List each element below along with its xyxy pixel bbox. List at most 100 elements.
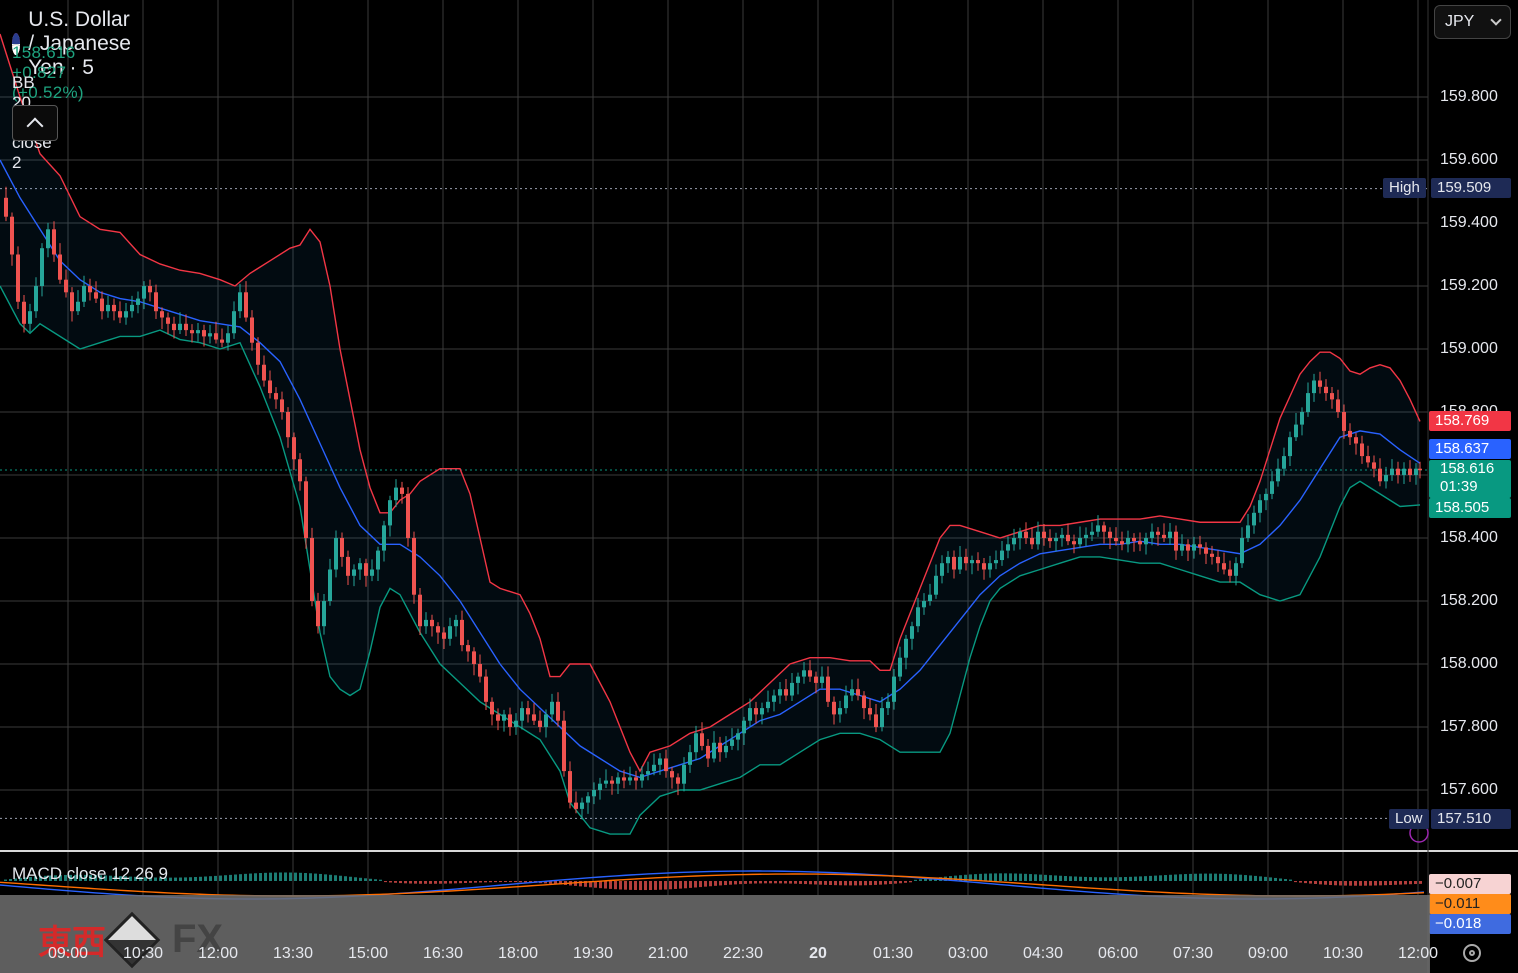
- logo-chinese-text: 東西: [38, 923, 106, 963]
- candle-body: [226, 333, 230, 343]
- candle-body: [772, 695, 776, 702]
- price-axis-label: 158.200: [1440, 592, 1498, 609]
- macd-histogram-bar: [89, 874, 92, 881]
- macd-histogram-bar: [854, 881, 857, 886]
- candle-body: [544, 714, 548, 727]
- time-axis-label: 13:30: [272, 945, 314, 962]
- macd-histogram-bar: [749, 881, 752, 884]
- macd-histogram-bar: [94, 875, 97, 881]
- candle-body: [1018, 531, 1022, 538]
- candle-body: [1390, 468, 1394, 475]
- candle-body: [916, 607, 920, 627]
- candle-body: [334, 538, 338, 570]
- candle-body: [268, 380, 272, 394]
- candle-body: [940, 563, 944, 576]
- candle-body: [880, 708, 884, 727]
- candle-body: [628, 777, 632, 781]
- time-axis-label: 10:30: [1322, 945, 1364, 962]
- candle-body: [1036, 531, 1040, 545]
- candle-body: [358, 563, 362, 570]
- candle-body: [1210, 553, 1214, 557]
- macd-histogram-bar: [1354, 881, 1357, 886]
- time-axis-label: 20: [809, 945, 827, 962]
- time-axis-label: 04:30: [1022, 945, 1064, 962]
- price-change: +0.827: [12, 63, 67, 82]
- macd-histogram-bar: [1324, 881, 1327, 885]
- macd-histogram-bar: [1179, 874, 1182, 881]
- macd-histogram-bar: [149, 877, 152, 881]
- price-change-row: 158.616 +0.827 (+0.52%): [12, 43, 84, 103]
- candle-body: [796, 676, 800, 683]
- settings-gear-icon[interactable]: [1463, 944, 1481, 962]
- macd-histogram-bar: [449, 881, 452, 884]
- macd-histogram-bar: [674, 881, 677, 889]
- macd-histogram-bar: [1414, 881, 1417, 885]
- candle-body: [286, 412, 290, 438]
- macd-histogram-bar: [259, 873, 262, 881]
- macd-histogram-bar: [1314, 881, 1317, 884]
- macd-histogram-bar: [1234, 874, 1237, 881]
- candle-body: [1192, 544, 1196, 551]
- candle-body: [316, 601, 320, 627]
- macd-histogram-bar: [1394, 881, 1397, 885]
- macd-histogram-bar: [784, 881, 787, 884]
- currency-select[interactable]: JPY: [1434, 5, 1511, 39]
- candle-body: [106, 304, 110, 312]
- macd-histogram-bar: [374, 879, 377, 881]
- candle-body: [1060, 534, 1064, 538]
- candle-body: [1078, 538, 1082, 545]
- macd-histogram-bar: [884, 881, 887, 885]
- candle-body: [322, 601, 326, 627]
- time-axis-label: 10:30: [122, 945, 164, 962]
- macd-histogram-bar: [774, 881, 777, 884]
- candle-body: [814, 676, 818, 683]
- candle-body: [646, 771, 650, 775]
- macd-histogram-bar: [459, 881, 462, 884]
- candle-body: [1096, 525, 1100, 532]
- candle-body: [1216, 556, 1220, 564]
- macd-histogram-bar: [1069, 876, 1072, 881]
- macd-histogram-bar: [224, 875, 227, 881]
- candle-body: [448, 626, 452, 639]
- macd-histogram-bar: [1384, 881, 1387, 886]
- candle-body: [1204, 547, 1208, 554]
- candle-body: [748, 708, 752, 721]
- candle-body: [1408, 468, 1412, 475]
- macd-histogram-bar: [269, 872, 272, 881]
- candle-body: [304, 481, 308, 538]
- macd-histogram-bar: [379, 879, 382, 881]
- candle-body: [484, 676, 488, 702]
- macd-histogram-bar: [199, 876, 202, 881]
- macd-histogram-bar: [694, 881, 697, 888]
- macd-histogram-bar: [654, 881, 657, 890]
- macd-histogram-bar: [494, 881, 497, 883]
- candle-body: [862, 695, 866, 709]
- candle-body: [1006, 544, 1010, 551]
- candle-body: [142, 286, 146, 299]
- candle-body: [214, 333, 218, 340]
- collapse-indicators-button[interactable]: [12, 105, 58, 141]
- price-axis-label: 159.800: [1440, 88, 1498, 105]
- candle-body: [994, 560, 998, 564]
- candle-body: [94, 292, 98, 299]
- macd-histogram-bar: [999, 873, 1002, 881]
- macd-histogram-bar: [799, 881, 802, 884]
- macd-histogram-bar: [264, 872, 267, 881]
- macd-indicator-label[interactable]: MACD close 12 26 9: [12, 864, 168, 883]
- macd-histogram-bar: [1154, 875, 1157, 881]
- macd-histogram-bar: [399, 881, 402, 884]
- macd-histogram-bar: [79, 874, 82, 881]
- candle-body: [514, 720, 518, 727]
- macd-histogram-bar: [339, 875, 342, 881]
- macd-histogram-bar: [39, 876, 42, 881]
- candle-body: [1144, 538, 1148, 545]
- candle-body: [76, 301, 80, 312]
- basis-line: [0, 159, 1421, 779]
- candle-body: [964, 556, 968, 564]
- candle-body: [1072, 541, 1076, 545]
- symbol-title-row[interactable]: U.S. Dollar / Japanese Yen · 5: [12, 8, 133, 80]
- candle-body: [634, 777, 638, 781]
- macd-histogram-bar: [609, 881, 612, 889]
- macd-histogram-bar: [1274, 877, 1277, 881]
